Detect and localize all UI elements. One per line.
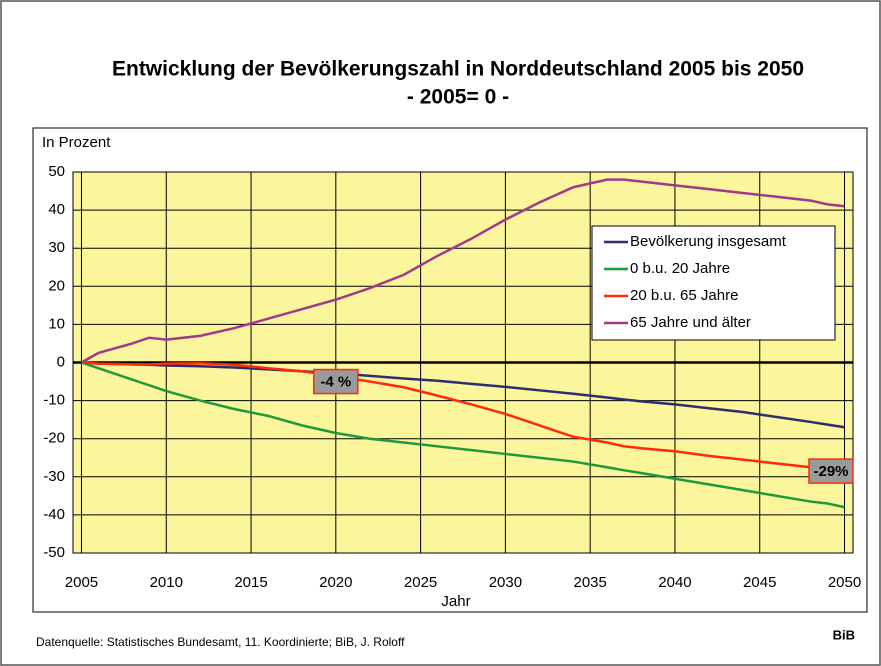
logo: BiB: [833, 627, 855, 642]
legend-label: 65 Jahre und älter: [630, 314, 751, 331]
x-tick-label: 2005: [65, 574, 98, 591]
legend-label: 0 b.u. 20 Jahre: [630, 260, 730, 277]
y-tick-label: -20: [43, 430, 65, 447]
chart-title: Entwicklung der Bevölkerungszahl in Nord…: [112, 58, 804, 81]
y-tick-label: 10: [48, 315, 65, 332]
y-tick-label: 50: [48, 163, 65, 180]
y-tick-label: 0: [57, 353, 65, 370]
annotation-text: -29%: [813, 463, 848, 480]
annotation-box: [808, 458, 854, 484]
x-tick-label: 2020: [319, 574, 352, 591]
chart-subtitle: - 2005= 0 -: [407, 86, 509, 109]
y-tick-label: -40: [43, 506, 65, 523]
legend-label: Bevölkerung insgesamt: [630, 233, 787, 250]
y-tick-label: 20: [48, 277, 65, 294]
x-tick-label: 2010: [150, 574, 183, 591]
x-tick-label: 2045: [743, 574, 776, 591]
annotation-box: [313, 368, 359, 395]
y-tick-label: -30: [43, 468, 65, 485]
x-tick-label: 2040: [658, 574, 691, 591]
series-line: [81, 361, 845, 473]
x-tick-label: 2015: [234, 574, 267, 591]
x-tick-label: 2050: [828, 574, 861, 591]
series-line: [81, 361, 845, 509]
x-tick-label: 2025: [404, 574, 437, 591]
series-line: [81, 361, 845, 429]
x-tick-label: 2035: [573, 574, 606, 591]
y-tick-label: -50: [43, 544, 65, 561]
y-axis-label: In Prozent: [42, 134, 111, 151]
x-axis-label: Jahr: [441, 593, 470, 610]
legend-label: 20 b.u. 65 Jahre: [630, 287, 738, 304]
source-note: Datenquelle: Statistisches Bundesamt, 11…: [36, 635, 405, 649]
series-line: [80, 178, 845, 364]
y-tick-label: -10: [43, 392, 65, 409]
annotation-text: -4 %: [320, 374, 351, 391]
x-tick-label: 2030: [489, 574, 522, 591]
legend-box: [591, 225, 836, 341]
y-tick-label: 30: [48, 239, 65, 256]
y-tick-label: 40: [48, 201, 65, 218]
